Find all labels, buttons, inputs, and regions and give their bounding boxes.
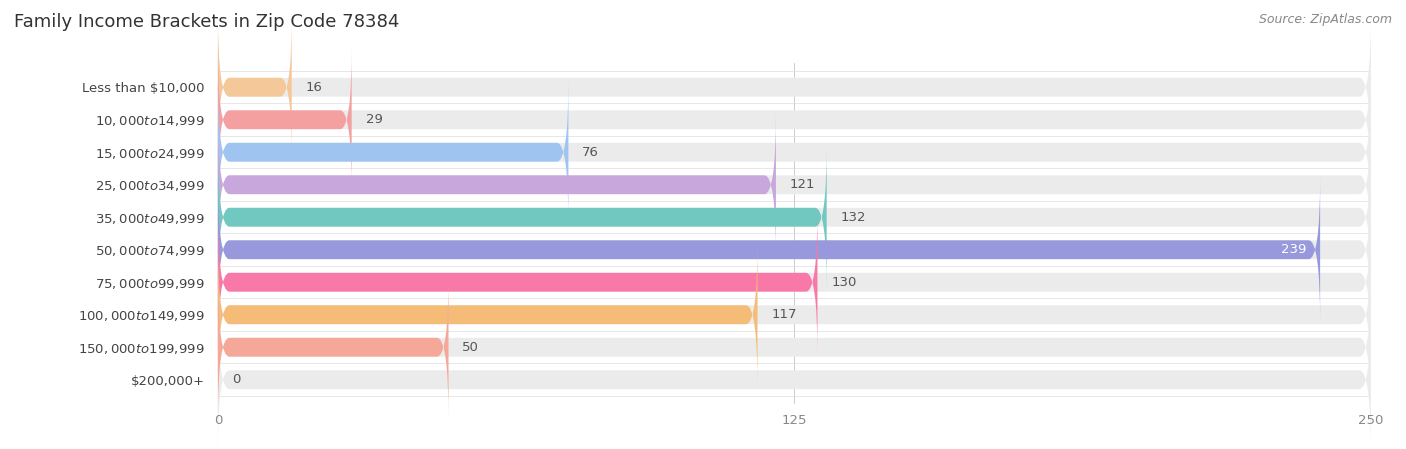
Text: Family Income Brackets in Zip Code 78384: Family Income Brackets in Zip Code 78384	[14, 13, 399, 31]
FancyBboxPatch shape	[218, 80, 568, 224]
Text: 50: 50	[463, 341, 479, 354]
Text: 130: 130	[831, 276, 856, 289]
Text: 117: 117	[772, 308, 797, 321]
FancyBboxPatch shape	[218, 275, 449, 419]
Text: 239: 239	[1281, 243, 1306, 256]
FancyBboxPatch shape	[218, 178, 1371, 321]
Text: Source: ZipAtlas.com: Source: ZipAtlas.com	[1258, 13, 1392, 26]
FancyBboxPatch shape	[218, 15, 291, 159]
FancyBboxPatch shape	[218, 113, 776, 256]
Text: 0: 0	[232, 373, 240, 386]
FancyBboxPatch shape	[218, 15, 1371, 159]
FancyBboxPatch shape	[218, 145, 827, 289]
FancyBboxPatch shape	[218, 113, 1371, 256]
Text: 16: 16	[305, 81, 322, 94]
FancyBboxPatch shape	[218, 48, 352, 192]
FancyBboxPatch shape	[218, 178, 1320, 321]
FancyBboxPatch shape	[218, 211, 817, 354]
FancyBboxPatch shape	[218, 145, 1371, 289]
FancyBboxPatch shape	[218, 243, 1371, 387]
FancyBboxPatch shape	[218, 211, 1371, 354]
FancyBboxPatch shape	[218, 243, 758, 387]
FancyBboxPatch shape	[218, 80, 1371, 224]
Text: 121: 121	[790, 178, 815, 191]
Text: 29: 29	[366, 113, 382, 126]
Text: 76: 76	[582, 146, 599, 159]
FancyBboxPatch shape	[218, 48, 1371, 192]
FancyBboxPatch shape	[218, 308, 1371, 449]
Text: 132: 132	[841, 211, 866, 224]
FancyBboxPatch shape	[218, 275, 1371, 419]
